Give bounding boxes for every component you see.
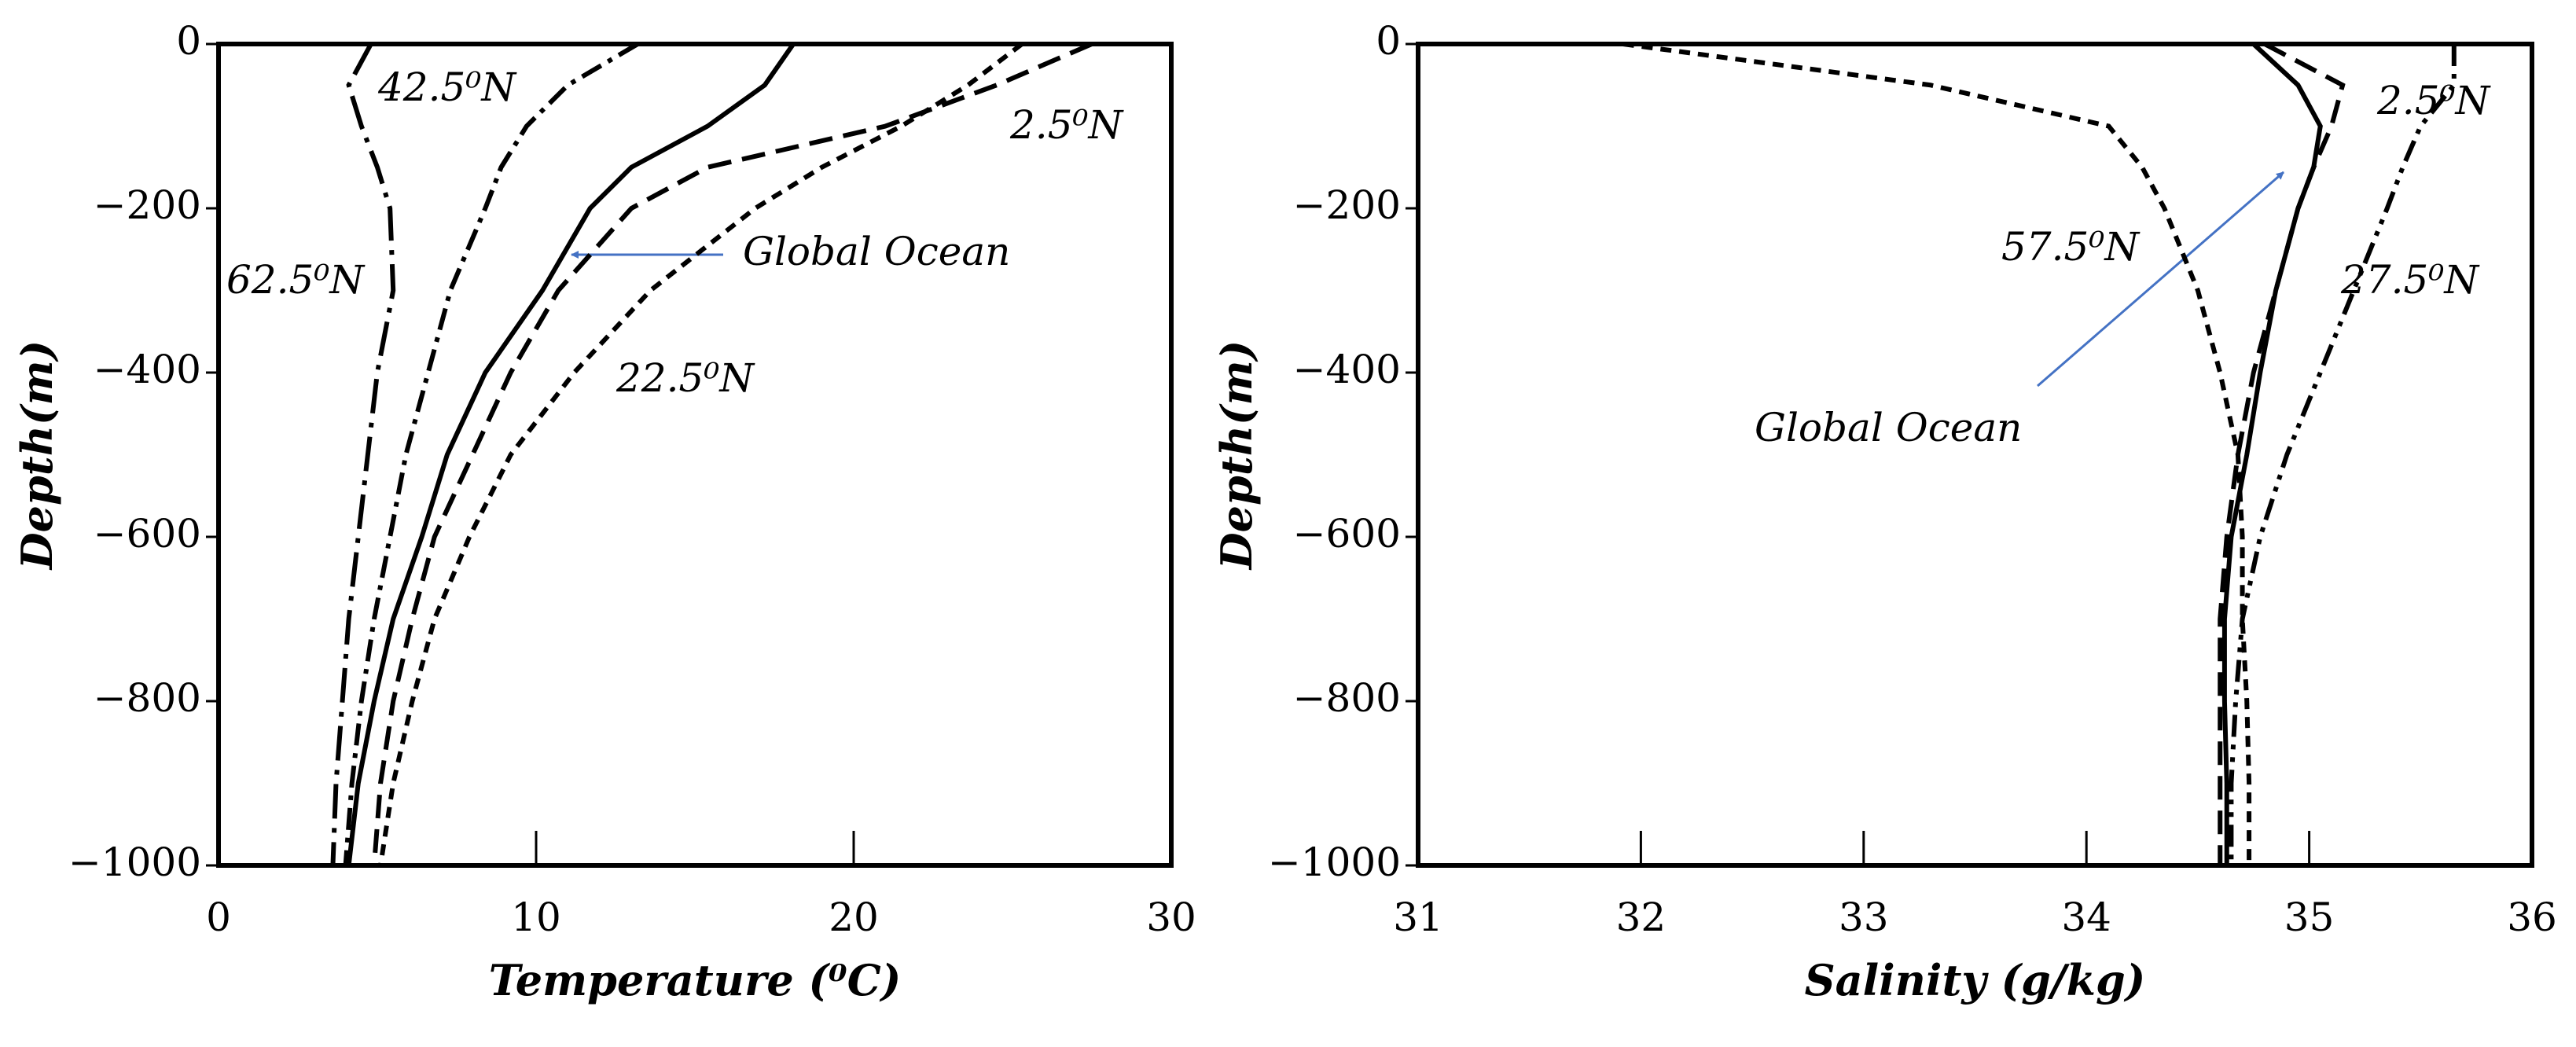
- series-line: [2221, 42, 2323, 865]
- y-tick-label: −600: [94, 511, 201, 557]
- y-tick-label: −1000: [1268, 839, 1401, 885]
- y-tick-label: 0: [176, 18, 201, 64]
- x-tick-label: 31: [1393, 895, 1443, 940]
- series-label: 22.5⁰N: [616, 355, 755, 401]
- series-line: [343, 42, 639, 866]
- y-tick-label: −200: [94, 182, 201, 228]
- series-label: 62.5⁰N: [226, 257, 366, 303]
- y-tick-label: −800: [1293, 675, 1401, 721]
- series-line: [346, 42, 796, 866]
- series-label: Global Ocean: [1755, 405, 2022, 450]
- x-tick-label: 32: [1616, 895, 1666, 940]
- y-axis-label: Depth(m): [12, 340, 62, 571]
- y-tick-label: −200: [1293, 182, 1401, 228]
- plot-frame: [216, 42, 1174, 868]
- y-tick-label: 0: [1376, 18, 1401, 64]
- series-label: 2.5⁰N: [1009, 102, 1125, 148]
- x-tick-label: 36: [2507, 895, 2557, 940]
- series-label: 57.5⁰N: [2001, 224, 2141, 270]
- x-tick-label: 33: [1839, 895, 1889, 940]
- label-arrow: [2037, 171, 2284, 388]
- x-tick-label: 35: [2284, 895, 2335, 940]
- x-tick-label: 20: [829, 895, 879, 940]
- x-tick-label: 10: [511, 895, 561, 940]
- series-line: [2218, 42, 2346, 865]
- x-tick-label: 0: [206, 895, 231, 940]
- series-label: 2.5⁰N: [2376, 78, 2492, 123]
- y-tick-label: −600: [1293, 511, 1401, 557]
- y-tick-label: −800: [94, 675, 201, 721]
- x-axis-label: Temperature (⁰C): [489, 955, 902, 1005]
- y-tick-label: −400: [1293, 347, 1401, 392]
- x-tick-label: 30: [1146, 895, 1196, 940]
- series-line: [330, 42, 396, 866]
- y-tick-label: −1000: [68, 839, 201, 885]
- x-tick-label: 34: [2061, 895, 2111, 940]
- series-line: [1622, 42, 2252, 865]
- plot-frame: [1416, 42, 2534, 868]
- y-axis-label: Depth(m): [1211, 340, 1262, 571]
- series-label: 42.5⁰N: [377, 64, 517, 110]
- x-axis-label: Salinity (g/kg): [1805, 955, 2146, 1005]
- series-line: [2229, 44, 2457, 865]
- series-label: Global Ocean: [743, 229, 1010, 274]
- series-line: [371, 42, 1093, 866]
- y-tick-label: −400: [94, 347, 201, 392]
- series-label: 27.5⁰N: [2340, 257, 2480, 303]
- series-line: [378, 42, 1023, 866]
